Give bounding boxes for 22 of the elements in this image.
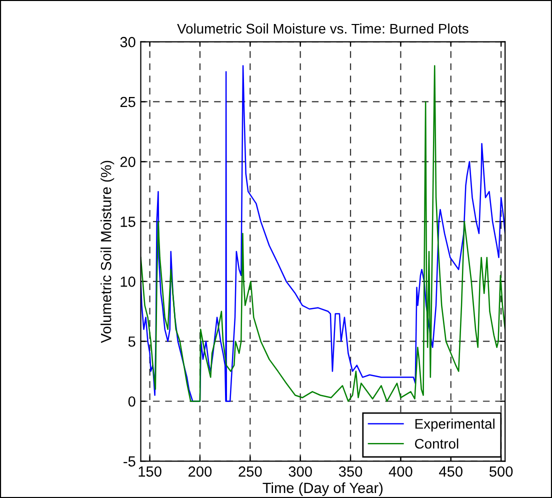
y-tick-label: 5 (128, 336, 136, 347)
x-tick-label: 450 (439, 466, 462, 477)
x-tick-label: 350 (338, 466, 362, 477)
legend-label: Experimental (415, 418, 494, 432)
x-tick-label: 400 (388, 466, 412, 477)
y-tick-label: 30 (120, 36, 136, 48)
x-tick-label: 200 (188, 466, 212, 477)
y-axis-title: Volumetric Soil Moisture (%) (100, 160, 114, 343)
y-tick-label: 10 (120, 276, 136, 287)
line-series (140, 65, 506, 402)
y-tick-label: 0 (128, 396, 136, 407)
chart-title: Volumetric Soil Moisture vs. Time: Burned Plots (177, 23, 468, 34)
y-tick-label: 15 (120, 216, 136, 227)
x-tick-label: 250 (238, 466, 262, 477)
y-tick-label: 20 (120, 156, 136, 168)
x-tick-label: 150 (138, 466, 162, 477)
x-tick-label: 500 (489, 466, 513, 477)
legend-label: Control (415, 438, 458, 449)
y-tick-label: 25 (120, 96, 136, 108)
x-axis-title: Time (Day of Year) (262, 482, 383, 496)
x-tick-label: 300 (288, 466, 312, 477)
y-tick-label: -5 (124, 456, 136, 467)
